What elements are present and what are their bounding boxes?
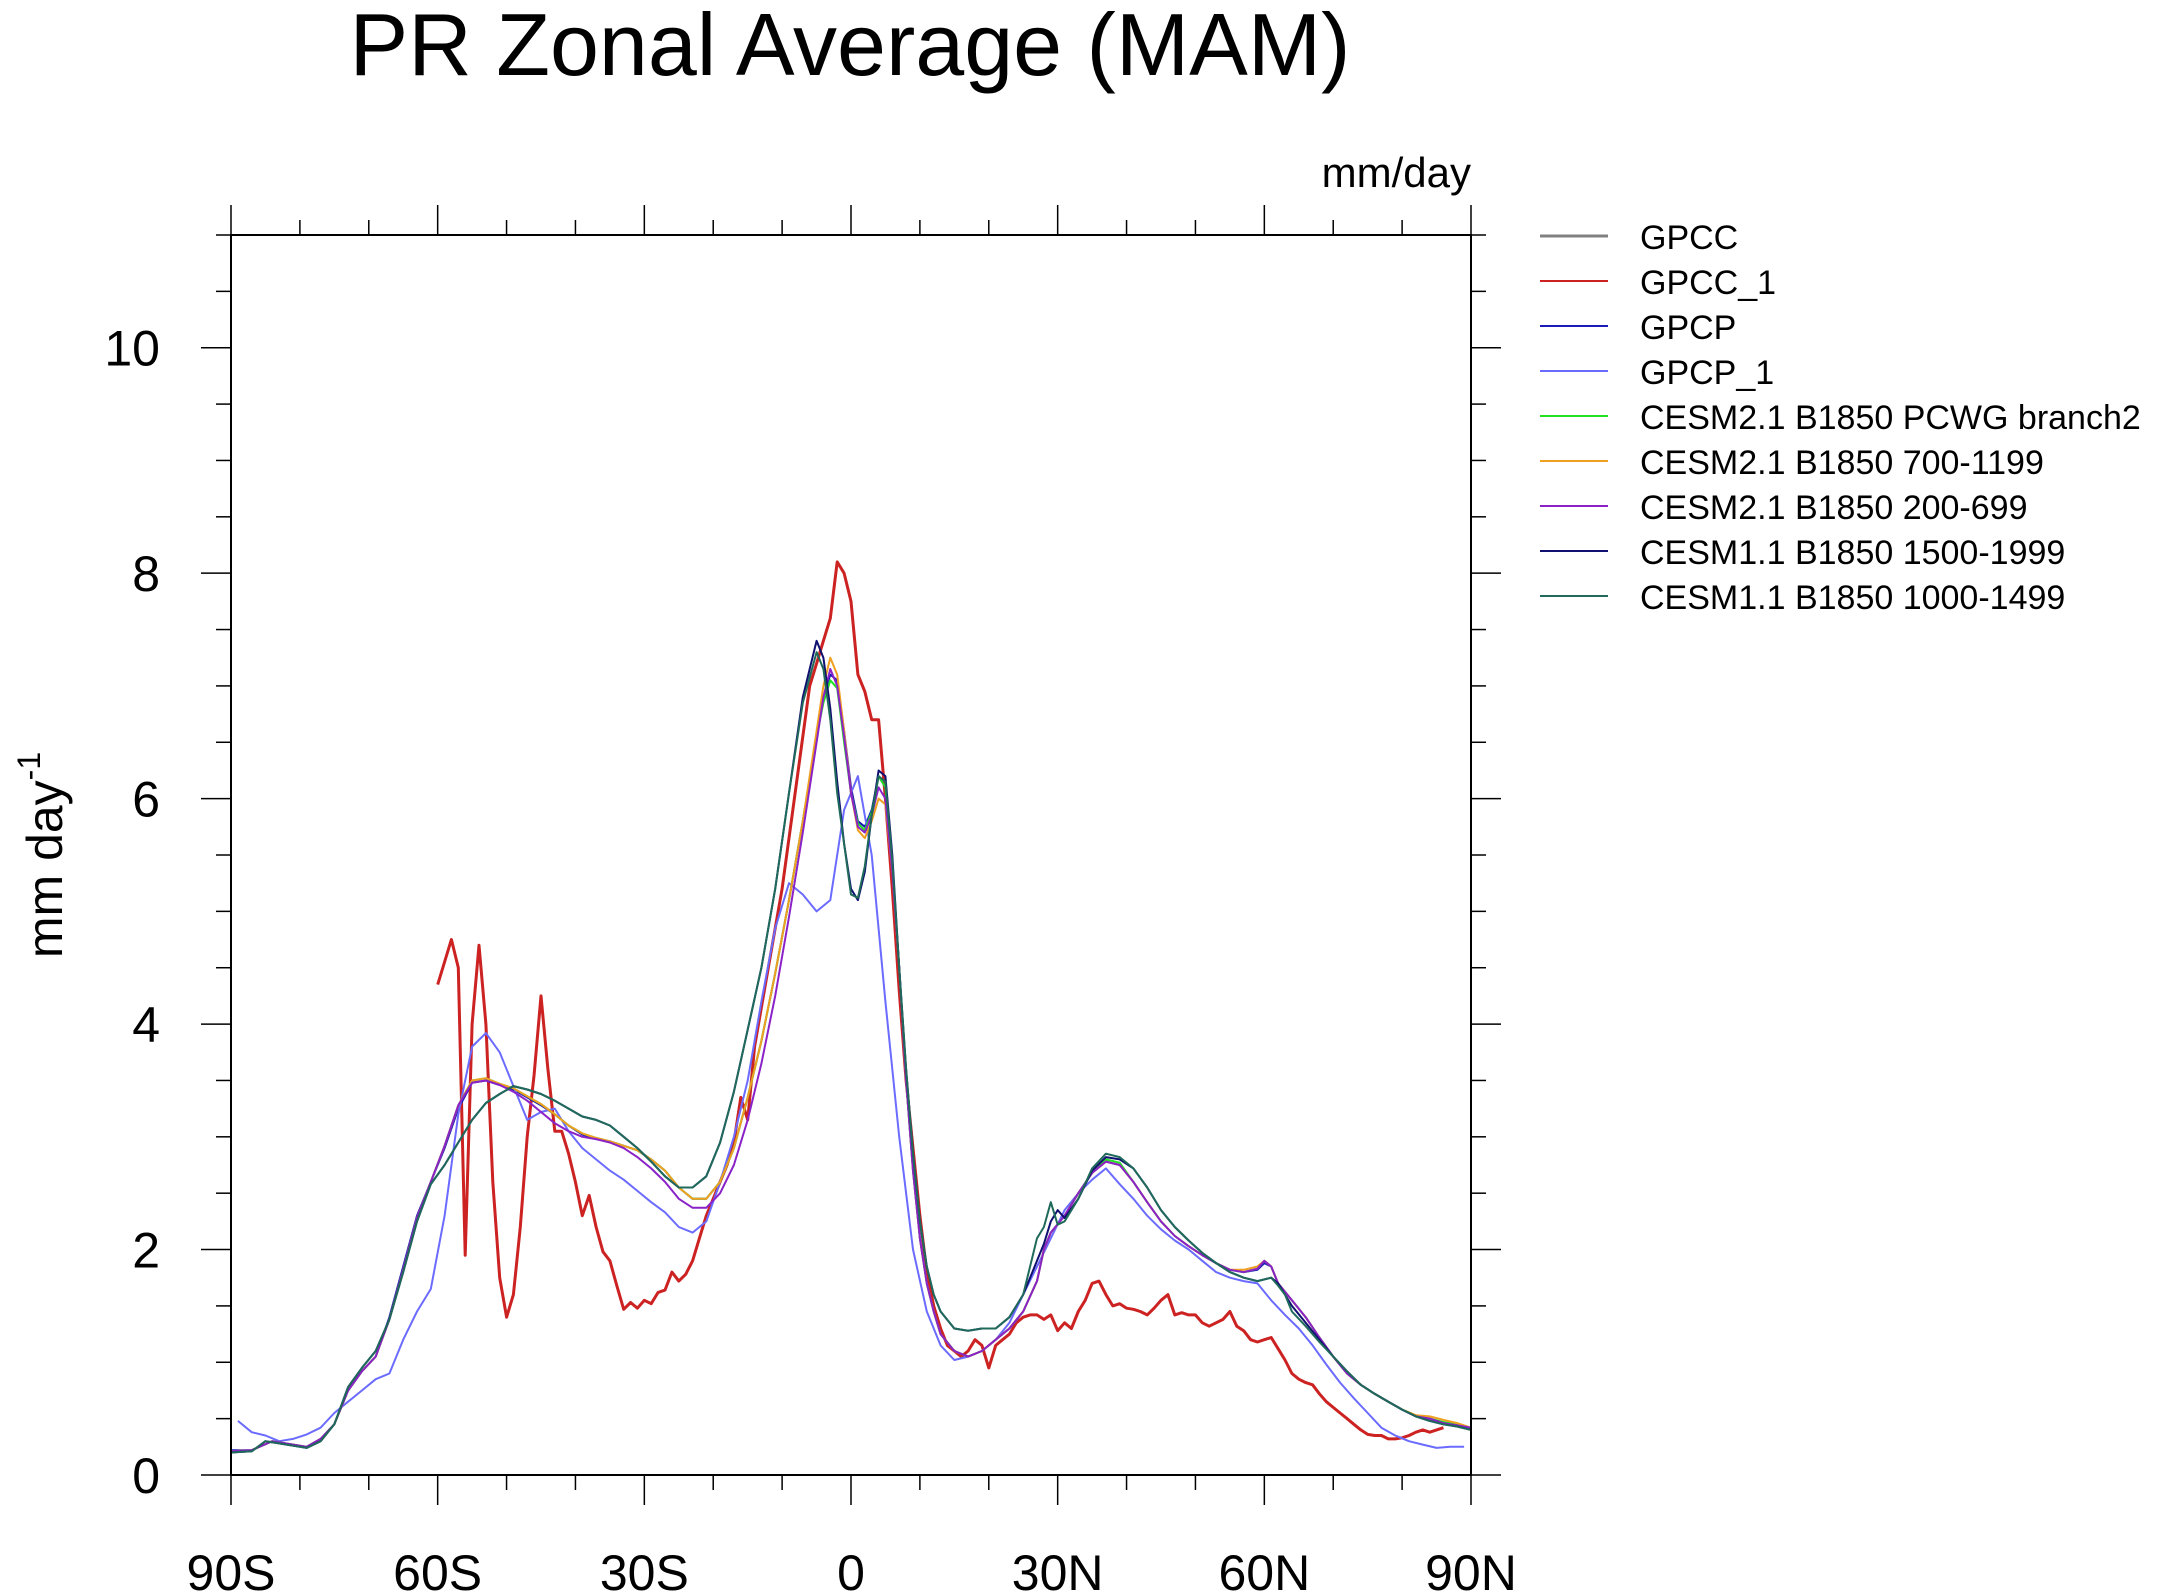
legend-label: GPCC — [1640, 219, 1738, 257]
x-tick-label: 60N — [1218, 1545, 1310, 1595]
y-tick-label: 0 — [132, 1448, 160, 1504]
y-tick-label: 4 — [132, 997, 160, 1053]
x-tick-label: 60S — [393, 1545, 482, 1595]
legend-label: CESM2.1 B1850 PCWG branch2 — [1640, 399, 2141, 437]
y-tick-label: 10 — [104, 321, 160, 377]
legend-label: CESM1.1 B1850 1000-1499 — [1640, 579, 2065, 617]
legend-label: GPCC_1 — [1640, 264, 1776, 302]
units-label: mm/day — [1322, 149, 1471, 196]
y-tick-labels: 0 2 4 6 8 10 — [104, 321, 160, 1504]
series-line — [436, 560, 1444, 1441]
x-tick-label: 90S — [187, 1545, 276, 1595]
y-tick-label: 8 — [132, 546, 160, 602]
chart-title: PR Zonal Average (MAM) — [350, 0, 1351, 94]
axis-ticks — [201, 205, 1501, 1505]
plot-frame — [230, 234, 1472, 1476]
y-axis-label-text: mm day — [17, 780, 73, 958]
x-tick-label: 30S — [600, 1545, 689, 1595]
x-tick-label: 0 — [837, 1545, 865, 1595]
svg-text:mm day-1: mm day-1 — [11, 752, 73, 958]
legend: GPCC GPCC_1 GPCP GPCP_1 CESM2.1 B1850 PCWG b… — [1540, 219, 2141, 617]
y-axis-label: mm day-1 — [11, 752, 73, 958]
series-line — [230, 668, 1472, 1453]
legend-label: GPCP — [1640, 309, 1736, 347]
series-lines — [230, 560, 1472, 1454]
y-tick-label: 6 — [132, 772, 160, 828]
legend-label: CESM2.1 B1850 200-699 — [1640, 489, 2027, 527]
series-line — [230, 651, 1472, 1454]
x-tick-label: 30N — [1012, 1545, 1104, 1595]
legend-label: CESM1.1 B1850 1500-1999 — [1640, 534, 2065, 572]
y-tick-label: 2 — [132, 1223, 160, 1279]
series-line — [230, 656, 1472, 1453]
y-axis-label-superscript: -1 — [11, 752, 47, 780]
x-tick-labels: 90S 60S 30S 0 30N 60N 90N — [187, 1545, 1517, 1595]
series-line — [230, 639, 1472, 1454]
x-tick-label: 90N — [1425, 1545, 1517, 1595]
series-line — [237, 775, 1465, 1449]
legend-label: GPCP_1 — [1640, 354, 1774, 392]
legend-label: CESM2.1 B1850 700-1199 — [1640, 444, 2044, 482]
